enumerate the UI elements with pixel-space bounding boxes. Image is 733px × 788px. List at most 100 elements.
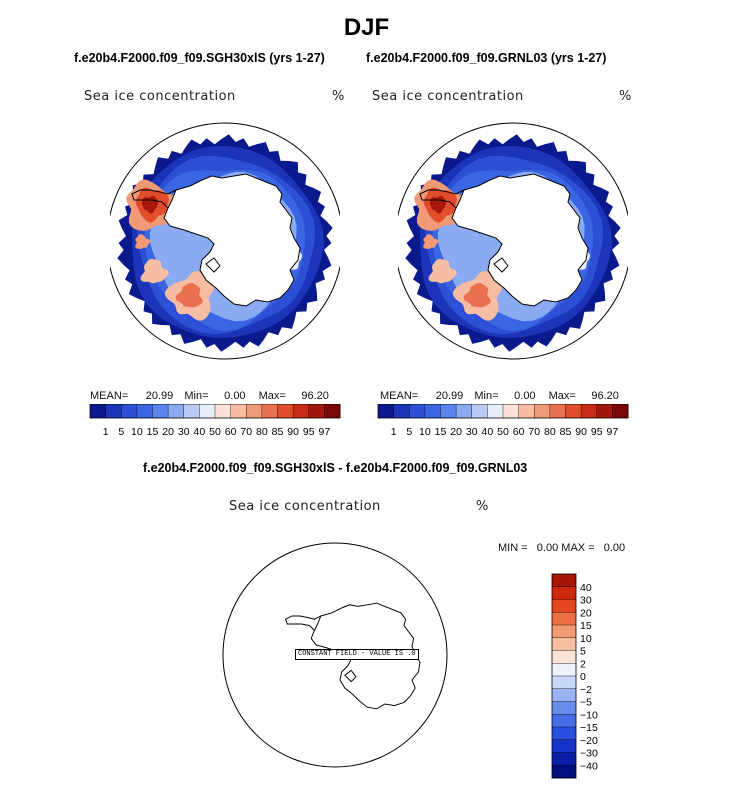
diff-colorbar-bin bbox=[552, 599, 576, 613]
colorbar-bin bbox=[612, 404, 629, 418]
colorbar-bin bbox=[199, 404, 216, 418]
diff-colorbar-bin bbox=[552, 714, 576, 728]
colorbar-tick-label: 1 bbox=[391, 426, 397, 438]
colorbar-bin bbox=[440, 404, 457, 418]
colorbar-bin bbox=[581, 404, 598, 418]
colorbar-bin bbox=[471, 404, 488, 418]
panel-2-min-value: 0.00 bbox=[514, 390, 536, 402]
colorbar-tick-label: 85 bbox=[272, 426, 284, 438]
colorbar-bin bbox=[261, 404, 278, 418]
colorbar-tick-label: 80 bbox=[544, 426, 556, 438]
panel-1-units: % bbox=[332, 89, 345, 104]
colorbar-bin bbox=[565, 404, 582, 418]
map-boundary-circle bbox=[110, 122, 340, 360]
colorbar-tick-label: 50 bbox=[497, 426, 509, 438]
panel-2-units: % bbox=[619, 89, 632, 104]
diff-variable: Sea ice concentration bbox=[229, 499, 381, 514]
colorbar-tick-label: 10 bbox=[419, 426, 431, 438]
antarctic-peninsula-coast bbox=[131, 189, 177, 209]
ice-shelf-island bbox=[493, 257, 509, 273]
antarctica-land bbox=[163, 173, 301, 307]
diff-colorbar-tick-label: 5 bbox=[580, 646, 586, 658]
high-ice-patch-west bbox=[140, 258, 169, 284]
diff-colorbar-bin bbox=[552, 650, 576, 664]
colorbar-tick-label: 90 bbox=[287, 426, 299, 438]
panel-2-title: f.e20b4.F2000.f09_f09.GRNL03 (yrs 1-27) bbox=[366, 51, 607, 65]
colorbar-bin bbox=[152, 404, 169, 418]
panel-2-map-content bbox=[398, 122, 628, 360]
diff-colorbar-bin bbox=[552, 637, 576, 651]
diff-colorbar-tick-label: 20 bbox=[580, 607, 592, 619]
colorbar-tick-label: 5 bbox=[118, 426, 124, 438]
colorbar-bin bbox=[215, 404, 232, 418]
colorbar-bin bbox=[409, 404, 426, 418]
colorbar-bin bbox=[596, 404, 613, 418]
panel-2-stats: MEAN= 20.99 Min= 0.00 Max= 96.20 bbox=[380, 390, 619, 402]
colorbar-tick-label: 80 bbox=[256, 426, 268, 438]
colorbar-bin bbox=[121, 404, 138, 418]
diff-colorbar-tick-label: −40 bbox=[580, 760, 598, 772]
diff-colorbar-bin bbox=[552, 688, 576, 702]
diff-colorbar-tick-label: 40 bbox=[580, 582, 592, 594]
colorbar-bin bbox=[293, 404, 310, 418]
panel-2-max-value: 96.20 bbox=[591, 390, 619, 402]
map-boundary-circle bbox=[398, 122, 628, 360]
colorbar-tick-label: 50 bbox=[209, 426, 221, 438]
panel-2-min-label: Min= bbox=[474, 390, 499, 402]
colorbar-tick-label: 70 bbox=[240, 426, 252, 438]
colorbar-tick-label: 60 bbox=[225, 426, 237, 438]
high-ice-patch-ross-core bbox=[175, 283, 203, 308]
figure-title: DJF bbox=[343, 14, 390, 41]
colorbar-tick-label: 40 bbox=[194, 426, 206, 438]
panel-2-max-label: Max= bbox=[548, 390, 576, 402]
colorbar-bin bbox=[424, 404, 441, 418]
diff-colorbar-tick-label: 15 bbox=[580, 620, 592, 632]
colorbar-tick-label: 60 bbox=[513, 426, 525, 438]
ice-shelf-island bbox=[344, 669, 357, 683]
diff-units: % bbox=[476, 499, 489, 514]
panel-2-variable: Sea ice concentration bbox=[372, 89, 524, 104]
diff-colorbar-bin bbox=[552, 727, 576, 741]
colorbar-tick-label: 90 bbox=[575, 426, 587, 438]
antarctic-peninsula-coast bbox=[419, 189, 465, 209]
panel-2-mean-label: MEAN= bbox=[380, 390, 419, 402]
panel-2-colorbar: 1 5 10 15 20 30 40 50 60 70 80 85 90 95 97 bbox=[377, 404, 629, 438]
colorbar-bin bbox=[136, 404, 153, 418]
diff-colorbar-bin bbox=[552, 752, 576, 766]
panel-1-max-label: Max= bbox=[258, 390, 286, 402]
colorbar-tick-label: 95 bbox=[303, 426, 315, 438]
panel-1-variable: Sea ice concentration bbox=[84, 89, 236, 104]
map-field bbox=[110, 123, 340, 359]
colorbar-bin bbox=[534, 404, 551, 418]
panel-1-mean-value: 20.99 bbox=[145, 390, 174, 402]
diff-stats: MIN = 0.00 MAX = 0.00 bbox=[498, 542, 626, 554]
high-ice-patch-small bbox=[423, 234, 439, 249]
diff-colorbar-tick-label: −5 bbox=[580, 697, 592, 709]
diff-colorbar-bin bbox=[552, 739, 576, 753]
diff-colorbar-bin bbox=[552, 701, 576, 715]
colorbar-bin bbox=[230, 404, 247, 418]
panel-1-colorbar: 1 5 10 15 20 30 40 50 60 70 80 85 90 95 97 bbox=[89, 404, 341, 438]
panel-1-map bbox=[110, 122, 340, 360]
high-ice-patch-ross-core bbox=[463, 283, 491, 308]
colorbar-tick-label: 85 bbox=[560, 426, 572, 438]
diff-colorbar-tick-label: −20 bbox=[580, 735, 598, 747]
colorbar-bin bbox=[168, 404, 185, 418]
diff-colorbar-bin bbox=[552, 765, 576, 779]
diff-colorbar-tick-label: −15 bbox=[580, 722, 598, 734]
diff-colorbar-bin bbox=[552, 586, 576, 600]
diff-colorbar-tick-label: 10 bbox=[580, 633, 592, 645]
colorbar-bin bbox=[393, 404, 410, 418]
antarctic-peninsula-coast bbox=[285, 615, 322, 631]
panel-1-map-content bbox=[110, 122, 340, 360]
colorbar-bin bbox=[277, 404, 294, 418]
panel-1-mean-label: MEAN= bbox=[90, 390, 129, 402]
ice-shelf-island bbox=[205, 257, 221, 273]
map-field bbox=[398, 123, 628, 359]
high-ice-patch-west bbox=[428, 258, 457, 284]
colorbar-bin bbox=[308, 404, 325, 418]
diff-colorbar-bin bbox=[552, 574, 576, 588]
colorbar-bin bbox=[518, 404, 535, 418]
panel-1-title: f.e20b4.F2000.f09_f09.SGH30xlS (yrs 1-27… bbox=[74, 51, 325, 65]
diff-colorbar-bin bbox=[552, 663, 576, 677]
